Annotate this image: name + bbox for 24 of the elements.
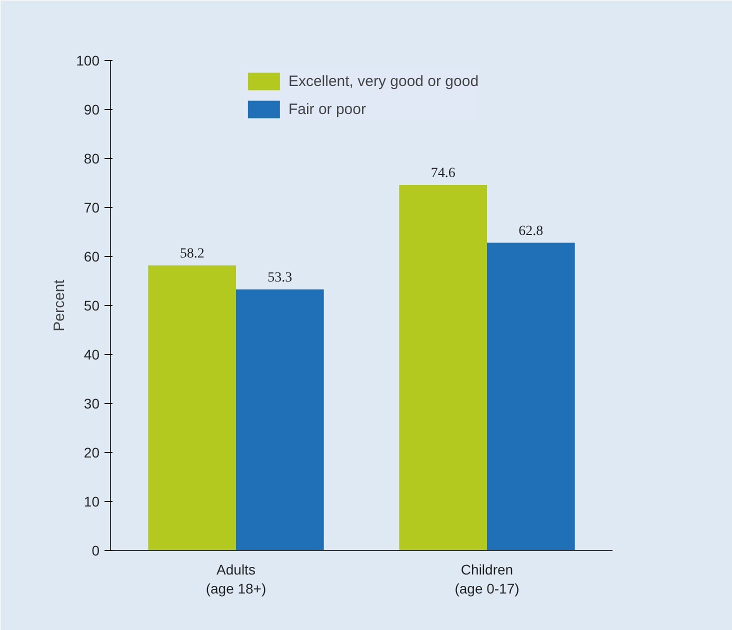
- y-tick-label: 60: [84, 248, 100, 264]
- x-tick-label: Adults (age 18+): [206, 562, 266, 597]
- y-tick-label: 50: [84, 298, 100, 314]
- bar: [399, 184, 487, 550]
- data-label: 53.3: [268, 270, 292, 286]
- y-tick-label: 100: [76, 52, 100, 68]
- y-axis-title: Percent: [51, 278, 68, 332]
- y-tick-label: 0: [92, 542, 100, 558]
- y-tick-label: 20: [84, 444, 100, 460]
- bar: [148, 265, 236, 550]
- y-tick-label: 10: [84, 494, 100, 510]
- bar: [236, 289, 324, 550]
- x-tick-label: Children (age 0-17): [454, 562, 520, 597]
- legend-label: Excellent, very good or good: [288, 72, 479, 90]
- y-tick-label: 80: [84, 150, 100, 166]
- data-label: 62.8: [518, 224, 544, 239]
- data-label: 58.2: [180, 246, 204, 262]
- data-label: 74.6: [430, 166, 456, 181]
- y-tick-label: 70: [84, 200, 100, 216]
- y-tick-label: 40: [84, 346, 100, 362]
- y-tick-label: 30: [84, 396, 100, 412]
- legend-label: Fair or poor: [288, 100, 366, 118]
- y-tick-label: 90: [84, 102, 100, 118]
- bar: [487, 242, 575, 550]
